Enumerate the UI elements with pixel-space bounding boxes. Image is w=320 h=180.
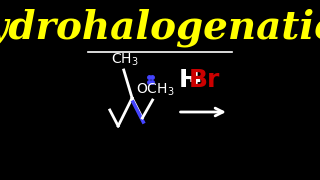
Text: $\mathsf{CH_3}$: $\mathsf{CH_3}$	[111, 52, 139, 68]
Text: Br: Br	[189, 68, 220, 92]
Text: –: –	[189, 68, 202, 92]
Text: H: H	[178, 68, 199, 92]
Text: $\mathsf{OCH_3}$: $\mathsf{OCH_3}$	[136, 82, 175, 98]
Text: Hydrohalogenation: Hydrohalogenation	[0, 9, 320, 47]
